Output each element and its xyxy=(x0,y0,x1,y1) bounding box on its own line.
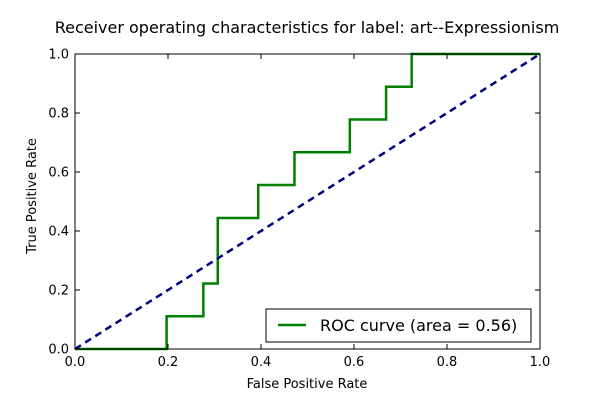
y-tick-label: 1.0 xyxy=(48,48,69,63)
x-axis-label: False Positive Rate xyxy=(247,377,368,392)
chance-diagonal-line xyxy=(74,52,541,351)
legend-box xyxy=(265,308,532,343)
axis-ticks: 0.0 0.2 0.4 0.6 0.8 1.0 0.0 0.2 0.4 0.6 0.8 1.0 xyxy=(48,48,550,371)
roc-curve-line xyxy=(75,52,540,351)
x-tick-label: 1.0 xyxy=(530,355,551,370)
y-tick-label: 0.0 xyxy=(48,343,69,358)
plot-area xyxy=(74,52,541,351)
y-tick-label: 0.8 xyxy=(48,107,69,122)
y-axis-label: True Positive Rate xyxy=(25,138,40,255)
x-tick-label: 0.4 xyxy=(251,355,272,370)
plot-frame xyxy=(74,53,541,350)
chart-title: Receiver operating characteristics for l… xyxy=(55,18,560,37)
y-tick-label: 0.6 xyxy=(48,166,69,181)
y-tick-label: 0.2 xyxy=(48,284,69,299)
x-tick-label: 0.8 xyxy=(437,355,458,370)
x-tick-label: 0.2 xyxy=(158,355,179,370)
legend-label-roc-curve: ROC curve (area = 0.56) xyxy=(320,316,517,335)
legend: ROC curve (area = 0.56) xyxy=(265,308,532,343)
x-tick-label: 0.0 xyxy=(65,355,86,370)
y-tick-label: 0.4 xyxy=(48,225,69,240)
x-tick-label: 0.6 xyxy=(344,355,365,370)
